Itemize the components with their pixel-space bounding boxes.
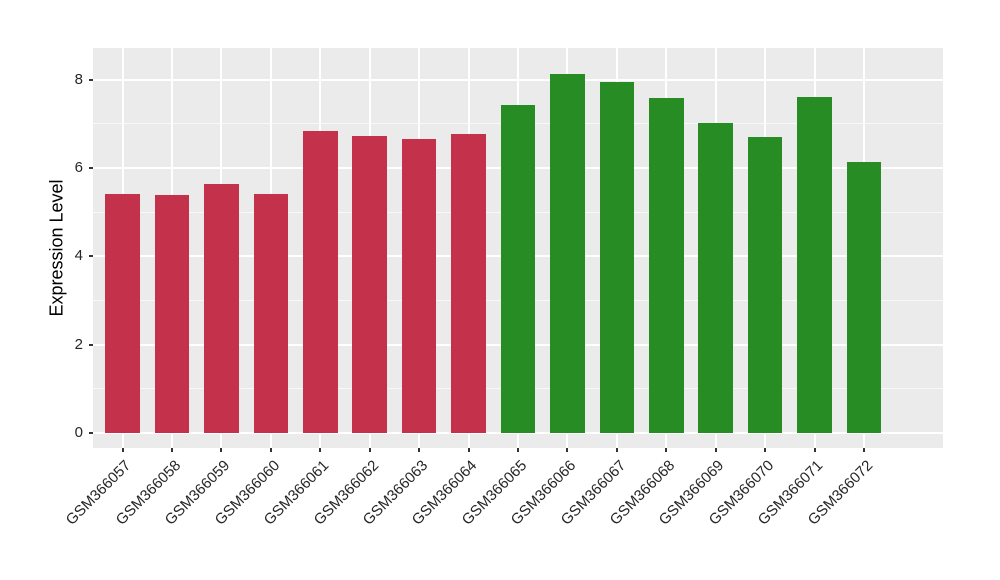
x-tick-mark xyxy=(319,448,322,452)
y-tick-label: 6 xyxy=(74,159,83,177)
bar-GSM366065 xyxy=(500,104,536,433)
bar-GSM366071 xyxy=(797,97,832,433)
x-tick-mark xyxy=(714,448,717,452)
bar-GSM366060 xyxy=(253,194,289,433)
x-tick-mark xyxy=(566,448,569,452)
x-tick-mark xyxy=(368,448,371,452)
y-tick-mark xyxy=(89,167,93,170)
y-tick-label: 8 xyxy=(74,70,83,88)
bar-GSM366069 xyxy=(698,122,733,433)
x-tick-mark xyxy=(171,448,174,452)
x-tick-mark xyxy=(418,448,421,452)
bar-GSM366064 xyxy=(451,133,486,433)
x-tick-mark xyxy=(269,448,272,452)
x-tick-mark xyxy=(764,448,767,452)
x-tick-mark xyxy=(467,448,470,452)
x-tick-mark xyxy=(665,448,668,452)
bar-GSM366072 xyxy=(846,162,882,433)
bar-GSM366061 xyxy=(303,130,338,433)
x-tick-mark xyxy=(813,448,816,452)
bar-GSM366067 xyxy=(599,81,635,433)
bar-GSM366058 xyxy=(154,195,190,433)
y-tick-label: 0 xyxy=(74,423,83,441)
plot-panel: 0 2 4 6 8 GSM366057 GSM366058 GSM366059 GSM36606… xyxy=(63,48,943,529)
bar-GSM366068 xyxy=(648,97,684,433)
bar-GSM366066 xyxy=(550,74,585,433)
x-tick-mark xyxy=(220,448,223,452)
y-tick-label: 2 xyxy=(74,335,83,353)
bar-GSM366063 xyxy=(401,138,437,433)
x-tick-mark xyxy=(862,448,865,452)
x-tick-mark xyxy=(121,448,124,452)
y-tick-mark xyxy=(89,431,93,434)
x-tick-mark xyxy=(517,448,519,452)
y-tick-mark xyxy=(89,255,93,258)
bar-GSM366057 xyxy=(105,194,140,433)
bar-GSM366062 xyxy=(352,135,388,433)
bar-GSM366070 xyxy=(747,137,783,433)
bar-GSM366059 xyxy=(204,183,239,433)
y-tick-mark xyxy=(89,343,93,346)
y-tick-label: 4 xyxy=(74,247,83,265)
x-tick-mark xyxy=(615,448,618,452)
y-tick-mark xyxy=(89,78,93,81)
